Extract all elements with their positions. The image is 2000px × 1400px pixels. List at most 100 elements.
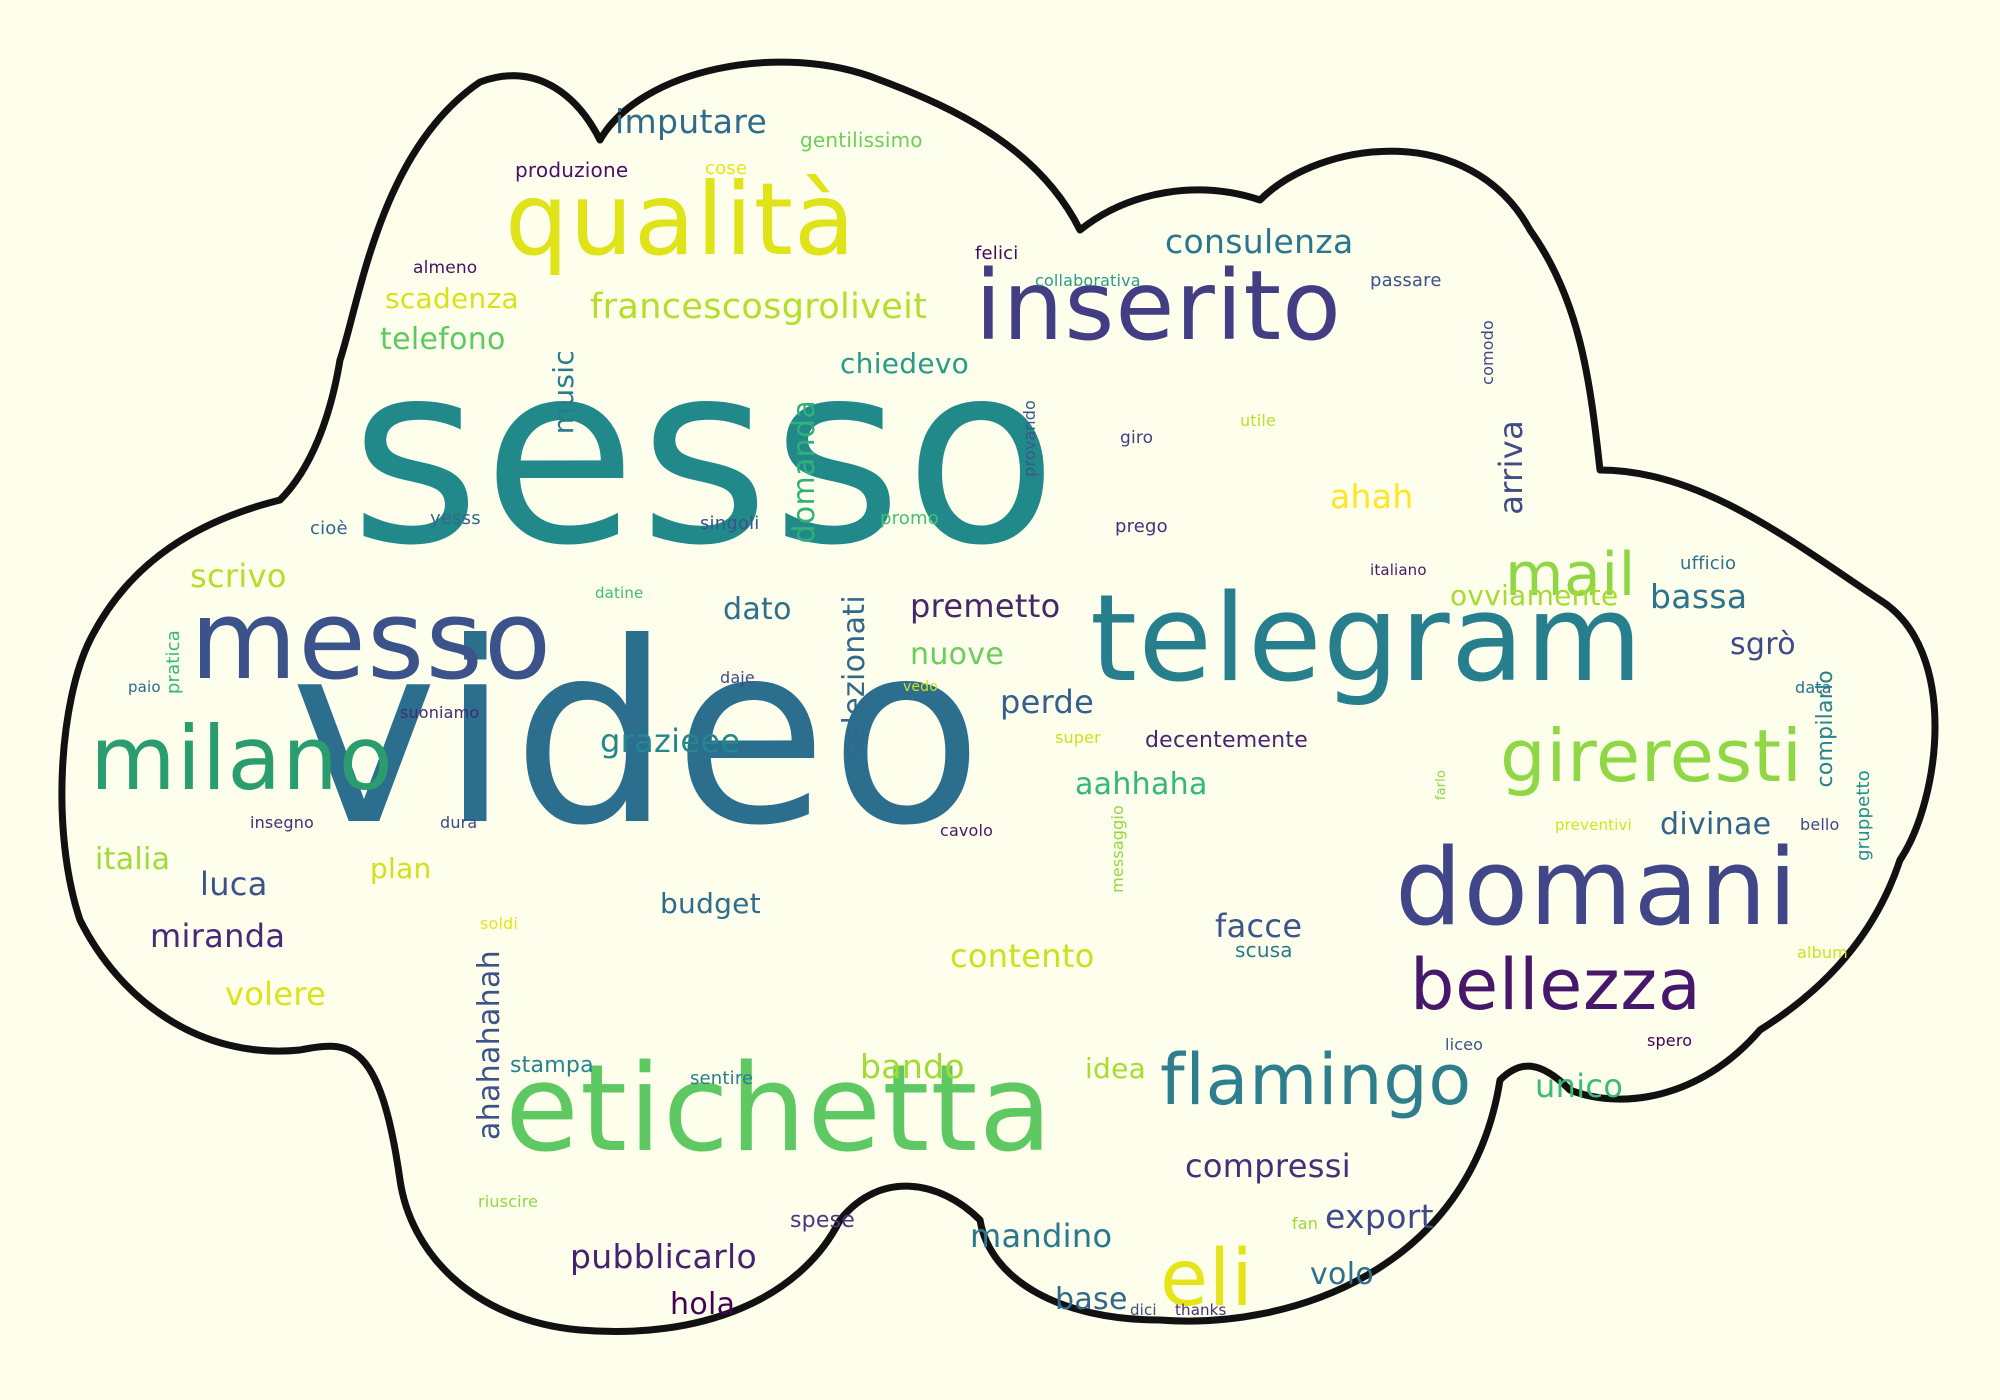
word-cio-: cioè — [310, 518, 348, 539]
word-budget: budget — [660, 887, 761, 920]
word-grazieee: grazieee — [600, 722, 741, 760]
word-liceo: liceo — [1445, 1035, 1484, 1054]
word-dato: dato — [723, 592, 792, 627]
word-plan: plan — [370, 852, 432, 885]
word-passare: passare — [1370, 270, 1442, 291]
word-compressi: compressi — [1185, 1147, 1351, 1185]
word-messaggio: messaggio — [1108, 805, 1127, 893]
word-comodo: comodo — [1478, 320, 1497, 385]
word-cavolo: cavolo — [940, 821, 994, 840]
word-sgr-: sgrò — [1730, 627, 1796, 662]
word-imputare: imputare — [615, 102, 768, 141]
word-album: album — [1797, 943, 1848, 962]
word-scusa: scusa — [1235, 938, 1293, 962]
word-mandino: mandino — [970, 1217, 1113, 1255]
word-nuove: nuove — [910, 637, 1005, 672]
word-datine: datine — [595, 584, 644, 602]
word-vedo: vedo — [903, 679, 938, 695]
word-insegno: insegno — [250, 813, 314, 832]
word-gireresti: gireresti — [1500, 714, 1803, 798]
word-base: base — [1055, 1282, 1128, 1317]
word-aahhaha: aahhaha — [1075, 767, 1208, 802]
word-gentilissimo: gentilissimo — [800, 128, 923, 152]
word-ahah: ahah — [1330, 477, 1414, 516]
word-telefono: telefono — [380, 322, 506, 357]
word-soldi: soldi — [480, 914, 518, 933]
word-contento: contento — [950, 937, 1095, 975]
word-decentemente: decentemente — [1145, 728, 1308, 753]
word-francescosgroliveit: francescosgroliveit — [590, 287, 928, 327]
word-daje: daje — [720, 668, 755, 687]
word-felici: felici — [975, 243, 1019, 264]
word-promo: promo — [880, 508, 939, 529]
word-music: music — [547, 350, 580, 435]
word-etichetta: etichetta — [505, 1040, 1054, 1179]
word-dura: dura — [440, 813, 478, 832]
word-preventivi: preventivi — [1555, 816, 1632, 834]
word-eli: eli — [1160, 1234, 1254, 1324]
word-cose: cose — [705, 158, 748, 179]
word-domani: domani — [1395, 826, 1799, 949]
word-mail: mail — [1505, 540, 1636, 610]
word-singoli: singoli — [700, 513, 760, 534]
word-italia: italia — [95, 842, 171, 877]
word-ufficio: ufficio — [1680, 553, 1737, 574]
word-domanda: domanda — [787, 400, 822, 544]
word-divinae: divinae — [1660, 807, 1772, 842]
word-luca: luca — [200, 865, 268, 903]
word-inserito: inserito — [975, 250, 1342, 362]
word-consulenza: consulenza — [1165, 222, 1354, 261]
word-volere: volere — [225, 975, 327, 1013]
word-ahahahahah: ahahahahah — [472, 950, 507, 1140]
word-produzione: produzione — [515, 158, 629, 182]
word-scrivo: scrivo — [190, 557, 287, 595]
word-almeno: almeno — [413, 258, 478, 278]
word-qualit-: qualità — [505, 161, 857, 278]
word-super: super — [1055, 728, 1101, 747]
word-facce: facce — [1215, 907, 1303, 945]
word-sesso: sesso — [350, 309, 1061, 600]
word-paio: paio — [128, 678, 161, 696]
word-prego: prego — [1115, 516, 1168, 537]
word-video: video — [290, 589, 986, 880]
word-miranda: miranda — [150, 917, 286, 955]
word-thanks: thanks — [1175, 1301, 1227, 1319]
word-gruppetto: gruppetto — [1853, 770, 1874, 861]
cloud-outline — [58, 58, 1939, 1335]
word-ovviamente: ovviamente — [1450, 579, 1619, 612]
word-selezionati: selezionati — [837, 595, 872, 760]
word-export: export — [1325, 1197, 1434, 1236]
word-spese: spese — [790, 1208, 856, 1233]
word-farlo: farlo — [1434, 770, 1449, 801]
word-data: data — [1795, 678, 1832, 697]
word-giro: giro — [1120, 428, 1154, 448]
word-dici: dici — [1130, 1301, 1157, 1319]
word-yesss: yesss — [430, 508, 481, 529]
word-bello: bello — [1800, 815, 1840, 834]
word-stampa: stampa — [510, 1053, 594, 1078]
word-messo: messo — [190, 576, 553, 704]
word-perde: perde — [1000, 683, 1095, 721]
word-suoniamo: suoniamo — [400, 703, 480, 722]
word-sentire: sentire — [690, 1068, 754, 1089]
word-hola: hola — [670, 1287, 736, 1322]
word-bando: bando — [860, 1047, 965, 1086]
word-volo: volo — [1310, 1257, 1374, 1292]
word-chiedevo: chiedevo — [840, 347, 970, 380]
word-pratica: pratica — [163, 630, 184, 695]
word-spero: spero — [1647, 1031, 1693, 1050]
word-arriva: arriva — [1492, 420, 1530, 515]
word-fan: fan — [1292, 1214, 1319, 1233]
word-bellezza: bellezza — [1410, 944, 1702, 1026]
word-utile: utile — [1240, 411, 1276, 430]
word-scadenza: scadenza — [385, 282, 519, 315]
word-bassa: bassa — [1650, 577, 1748, 616]
word-milano: milano — [90, 707, 394, 810]
word-unico: unico — [1535, 1067, 1624, 1105]
word-idea: idea — [1085, 1052, 1147, 1085]
word-italiano: italiano — [1370, 561, 1427, 579]
word-premetto: premetto — [910, 587, 1061, 625]
word-telegram: telegram — [1090, 570, 1644, 709]
